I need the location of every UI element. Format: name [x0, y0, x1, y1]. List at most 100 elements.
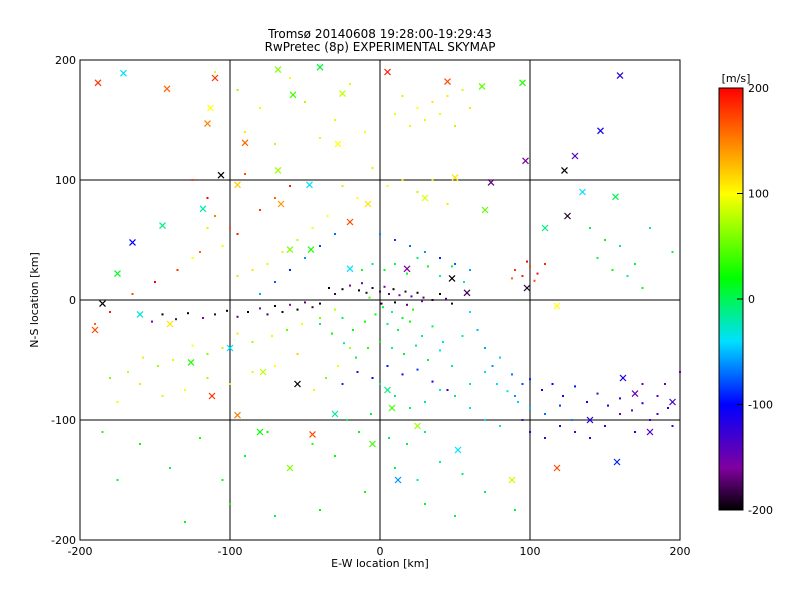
data-dot — [641, 383, 644, 385]
data-dot — [403, 353, 405, 355]
data-dot — [410, 295, 413, 298]
data-dot — [607, 404, 609, 407]
data-dot — [221, 479, 224, 481]
data-dot — [281, 251, 284, 253]
data-cross-marker — [129, 238, 136, 246]
data-dot — [319, 323, 321, 325]
data-dot — [394, 263, 396, 265]
data-cross-marker — [316, 63, 324, 71]
data-cross-marker — [120, 69, 127, 77]
data-dot — [416, 479, 419, 481]
data-dot — [506, 390, 509, 393]
data-dot — [416, 368, 419, 371]
data-dot — [187, 312, 189, 315]
data-dot — [656, 395, 659, 397]
data-dot — [439, 349, 441, 352]
data-cross-marker — [289, 91, 297, 99]
data-dot — [326, 215, 329, 217]
data-dot — [544, 437, 546, 439]
data-dot — [169, 467, 171, 469]
data-dot — [184, 389, 186, 391]
data-cross-marker — [669, 398, 676, 406]
data-cross-marker — [553, 464, 561, 472]
colorbar-tick-label: 100 — [748, 188, 769, 201]
data-dot — [379, 290, 381, 293]
data-dot — [439, 389, 441, 391]
data-dot — [259, 209, 261, 211]
data-dot — [319, 302, 321, 305]
data-dot — [461, 473, 464, 475]
data-dot — [469, 407, 471, 409]
data-dot — [386, 185, 389, 187]
data-dot — [517, 401, 519, 403]
data-dot — [334, 308, 336, 311]
data-cross-marker — [211, 74, 219, 82]
x-tick-label: 200 — [670, 545, 691, 558]
chart-subtitle: RwPretec (8p) EXPERIMENTAL SKYMAP — [265, 40, 496, 54]
colorbar-tick-label: -200 — [748, 504, 773, 517]
data-dot — [536, 272, 539, 275]
data-dot — [439, 113, 441, 115]
data-dot — [469, 269, 471, 271]
data-dot — [521, 383, 524, 385]
data-cross-marker — [306, 181, 313, 189]
data-dot — [383, 285, 386, 288]
y-tick-label: 0 — [69, 294, 76, 307]
data-dot — [439, 293, 441, 295]
data-dot — [251, 269, 254, 271]
data-cross-marker — [334, 140, 342, 148]
data-dot — [409, 245, 411, 247]
data-cross-marker — [208, 392, 216, 400]
data-dot — [139, 443, 141, 445]
data-cross-marker — [309, 430, 316, 438]
data-dot — [454, 125, 456, 127]
data-dot — [176, 269, 179, 271]
data-dot — [109, 311, 111, 313]
data-dot — [641, 287, 644, 289]
data-dot — [446, 95, 449, 97]
data-dot — [409, 407, 411, 409]
data-dot — [358, 289, 360, 292]
data-dot — [416, 291, 419, 294]
data-dot — [634, 431, 636, 433]
y-tick-label: -100 — [51, 414, 76, 427]
data-dot — [370, 413, 372, 415]
data-dot — [589, 227, 591, 229]
data-dot — [271, 335, 273, 337]
data-dot — [191, 344, 194, 347]
data-dot — [371, 377, 374, 379]
data-dot — [394, 113, 396, 115]
data-dot — [301, 323, 303, 325]
data-dot — [431, 101, 434, 103]
data-dot — [229, 503, 231, 505]
colorbar-label: [m/s] — [722, 72, 751, 85]
data-cross-marker — [364, 200, 372, 208]
data-dot — [397, 329, 399, 331]
data-cross-marker — [159, 222, 166, 230]
data-dot — [247, 311, 249, 313]
data-dot — [116, 401, 119, 403]
grid-lines — [80, 60, 680, 540]
data-cross-marker — [339, 90, 346, 98]
data-dot — [451, 265, 453, 268]
data-cross-marker — [256, 428, 264, 436]
data-dot — [365, 291, 368, 294]
data-dot — [424, 119, 426, 121]
data-dot — [371, 167, 374, 169]
data-dot — [424, 401, 426, 403]
data-dot — [289, 303, 291, 306]
data-cross-marker — [346, 218, 354, 226]
data-dot — [157, 365, 159, 367]
data-cross-marker — [136, 310, 144, 318]
data-dot — [349, 83, 351, 85]
data-dot — [236, 233, 239, 235]
colorbar-tick-label: 0 — [748, 293, 755, 306]
data-cross-marker — [448, 274, 456, 282]
data-dot — [446, 203, 449, 205]
data-dot — [361, 282, 363, 285]
data-dot — [491, 365, 494, 367]
data-dot — [406, 303, 408, 306]
data-dot — [386, 323, 389, 325]
data-dot — [421, 335, 423, 337]
